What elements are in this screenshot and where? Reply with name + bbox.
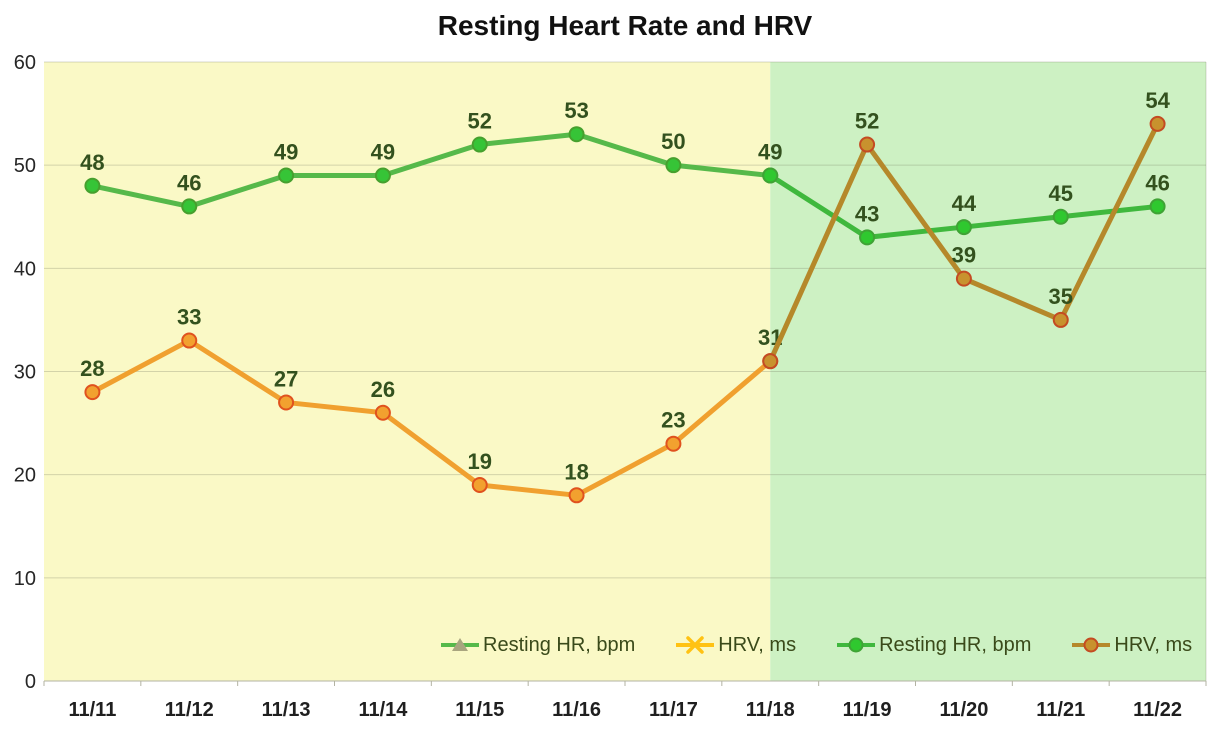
legend-label: Resting HR, bpm bbox=[483, 634, 636, 656]
data-point-label: 26 bbox=[371, 377, 395, 402]
y-axis-label: 50 bbox=[14, 155, 36, 177]
data-point-marker bbox=[859, 136, 876, 153]
data-point-marker bbox=[471, 136, 488, 153]
data-point-marker bbox=[955, 219, 972, 236]
legend-circle-marker-icon bbox=[837, 637, 876, 653]
data-point-marker bbox=[181, 198, 198, 215]
x-axis-label: 11/13 bbox=[262, 699, 311, 721]
data-point-label: 19 bbox=[468, 449, 492, 474]
data-point-label: 50 bbox=[661, 129, 685, 154]
data-point-label: 27 bbox=[274, 366, 298, 391]
data-point-label: 52 bbox=[468, 109, 492, 134]
data-point-marker bbox=[568, 126, 585, 143]
legend-item-0: Resting HR, bpm bbox=[440, 633, 635, 657]
data-point-label: 39 bbox=[952, 243, 976, 268]
data-point-label: 52 bbox=[855, 109, 879, 134]
data-point-label: 48 bbox=[80, 150, 104, 175]
data-point-label: 23 bbox=[661, 408, 685, 433]
data-point-label: 49 bbox=[274, 139, 298, 164]
y-axis-label: 60 bbox=[14, 52, 36, 74]
data-point-label: 53 bbox=[564, 98, 588, 123]
x-axis-label: 11/20 bbox=[939, 699, 988, 721]
data-point-label: 49 bbox=[758, 139, 782, 164]
legend-item-1: HRV, ms bbox=[675, 633, 796, 657]
data-point-label: 54 bbox=[1145, 88, 1170, 113]
x-axis-label: 11/18 bbox=[746, 699, 795, 721]
series-line-1-left bbox=[89, 338, 773, 498]
x-axis-label: 11/15 bbox=[455, 699, 504, 721]
legend-label: Resting HR, bpm bbox=[879, 634, 1032, 656]
data-point-marker bbox=[665, 157, 682, 174]
data-point-label: 46 bbox=[177, 170, 201, 195]
x-axis-label: 11/11 bbox=[68, 699, 116, 721]
y-axis-label: 20 bbox=[14, 465, 36, 487]
legend-triangle-marker-icon bbox=[441, 638, 479, 651]
data-point-marker bbox=[1149, 198, 1166, 215]
legend-circle-marker-icon bbox=[1072, 637, 1111, 653]
data-point-label: 49 bbox=[371, 139, 395, 164]
legend-x-marker-icon bbox=[676, 636, 715, 654]
data-point-marker bbox=[278, 394, 295, 411]
data-point-marker bbox=[84, 177, 101, 194]
data-point-marker bbox=[84, 384, 101, 401]
chart-title: Resting Heart Rate and HRV bbox=[437, 10, 813, 41]
x-axis-label: 11/12 bbox=[165, 699, 214, 721]
data-point-label: 28 bbox=[80, 356, 104, 381]
legend-label: HRV, ms bbox=[1114, 634, 1193, 656]
y-axis-label: 40 bbox=[14, 258, 36, 280]
data-point-label: 35 bbox=[1049, 284, 1073, 309]
x-axis-label: 11/14 bbox=[358, 699, 408, 721]
data-point-label: 45 bbox=[1049, 181, 1073, 206]
data-point-label: 46 bbox=[1145, 170, 1169, 195]
data-point-marker bbox=[374, 167, 391, 184]
data-point-marker bbox=[278, 167, 295, 184]
data-point-marker bbox=[859, 229, 876, 246]
data-point-marker bbox=[181, 332, 198, 349]
x-axis-label: 11/21 bbox=[1036, 699, 1085, 721]
legend-item-3: HRV, ms bbox=[1071, 633, 1192, 657]
data-point-marker bbox=[471, 476, 488, 493]
data-point-label: 43 bbox=[855, 201, 879, 226]
legend-label: HRV, ms bbox=[718, 634, 797, 656]
data-point-marker bbox=[1052, 311, 1069, 328]
x-axis-label: 11/17 bbox=[649, 699, 698, 721]
series-line-0-left bbox=[89, 131, 773, 209]
data-point-label: 18 bbox=[564, 459, 588, 484]
data-point-marker bbox=[568, 487, 585, 504]
legend-item-2: Resting HR, bpm bbox=[836, 633, 1031, 657]
x-axis-label: 11/19 bbox=[843, 699, 892, 721]
data-point-marker bbox=[1052, 208, 1069, 225]
y-axis-label: 10 bbox=[14, 568, 36, 590]
x-axis-label: 11/16 bbox=[552, 699, 601, 721]
legend: Resting HR, bpm HRV, ms Resting HR, bpm HRV… bbox=[440, 633, 1192, 657]
data-point-marker bbox=[955, 270, 972, 287]
data-point-marker bbox=[374, 404, 391, 421]
data-point-label: 33 bbox=[177, 305, 201, 330]
data-point-marker bbox=[762, 353, 779, 370]
data-point-marker bbox=[762, 167, 779, 184]
y-axis-label: 0 bbox=[25, 671, 36, 693]
data-point-marker bbox=[1149, 115, 1166, 132]
x-axis-label: 11/22 bbox=[1133, 699, 1182, 721]
y-axis-label: 30 bbox=[14, 362, 36, 384]
background-green-region bbox=[770, 62, 1206, 681]
data-point-marker bbox=[665, 435, 682, 452]
data-point-label: 44 bbox=[952, 191, 977, 216]
